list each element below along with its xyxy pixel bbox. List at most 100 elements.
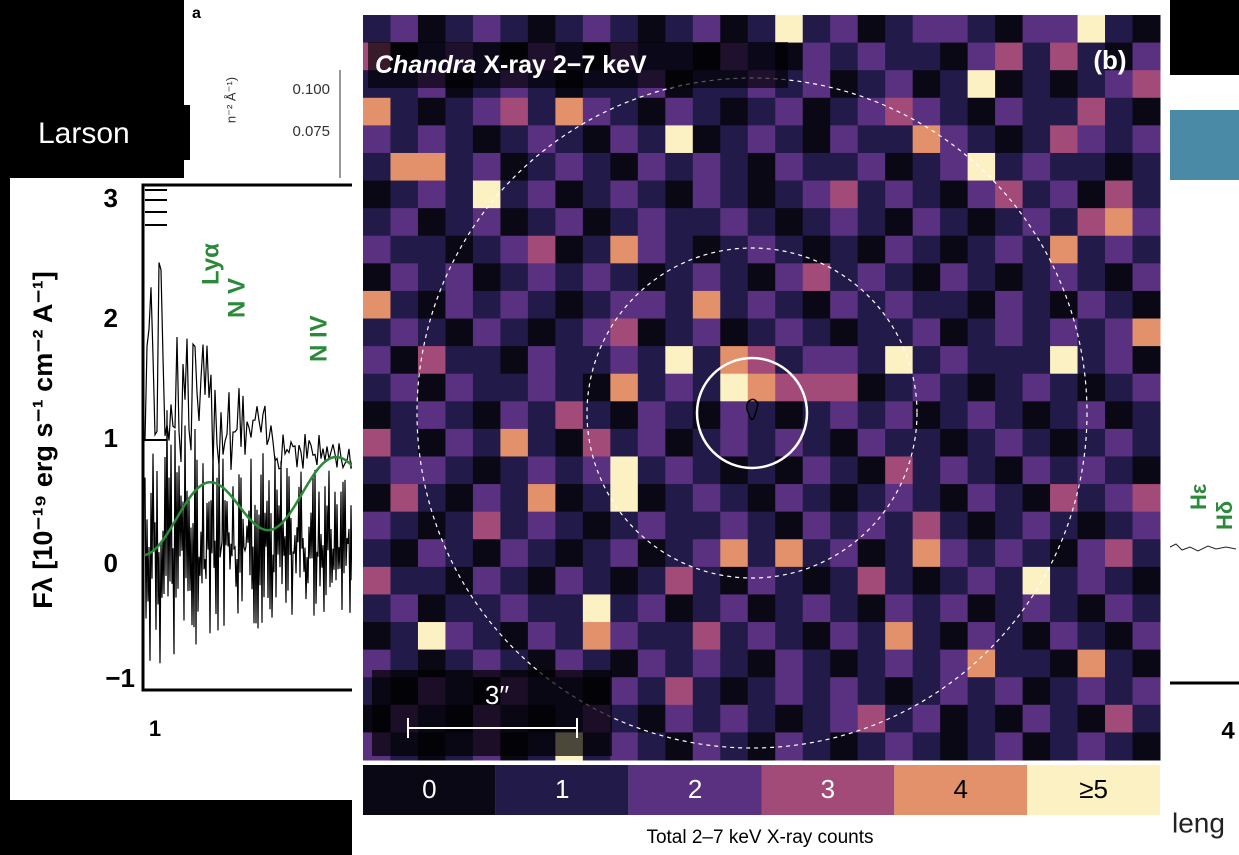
count-cell [527,125,556,154]
count-cell [637,456,666,485]
count-cell [390,290,419,320]
count-cell [912,484,941,513]
count-cell [555,15,584,44]
count-cell [363,401,391,430]
count-cell [555,566,584,595]
count-cell [500,539,529,568]
source-contour [745,398,759,421]
count-cell [1050,180,1079,209]
count-cell [802,484,831,513]
count-cell [967,704,996,733]
count-cell [1050,318,1079,347]
count-cell [775,125,804,154]
count-cell [830,428,859,457]
count-cell [417,511,446,540]
count-cell [967,566,996,595]
count-cell [665,152,694,182]
count-cell [637,235,666,264]
count-cell [1132,677,1161,706]
count-cell [692,125,721,154]
count-cell [1132,42,1161,71]
count-cell [472,180,501,209]
count-cell [417,484,446,513]
count-cell [472,594,501,623]
count-cell [363,622,391,651]
count-cell [582,152,611,182]
count-cell [1132,484,1161,513]
count-cell [1132,290,1161,320]
count-cell [390,456,419,485]
count-cell [940,594,969,623]
count-cell [775,318,804,347]
count-cell [1132,15,1161,44]
count-cell [582,373,611,402]
count-cell [885,125,914,154]
count-cell [610,456,639,485]
count-cell [747,97,776,126]
count-cell [1022,97,1051,126]
count-cell [885,401,914,430]
count-cell [390,208,419,237]
count-cell [390,152,419,182]
right-xtick: 4 [1221,717,1235,744]
count-cell [940,649,969,678]
count-cell [500,125,529,154]
count-cell [912,235,941,264]
count-cell [637,594,666,623]
count-cell [417,15,446,44]
count-cell [1132,511,1161,540]
count-cell [912,677,941,706]
count-cell [1022,484,1051,513]
count-cell [1077,511,1106,540]
count-cell [1022,235,1051,264]
count-cell [940,566,969,595]
count-cell [582,180,611,209]
count-cell [912,456,941,485]
count-cell [775,180,804,209]
count-cell [472,15,501,44]
count-cell [747,290,776,320]
count-cell [500,401,529,430]
count-cell [830,97,859,126]
count-cell [885,428,914,457]
count-cell [637,125,666,154]
count-cell [527,290,556,320]
count-cell [885,484,914,513]
count-cell [417,180,446,209]
count-cell [967,732,996,761]
title-rest: X-ray 2−7 keV [483,51,647,79]
count-cell [967,15,996,44]
count-cell [1105,97,1134,126]
count-cell [445,346,474,375]
count-cell [417,318,446,347]
count-cell [967,290,996,320]
count-cell [885,70,914,99]
count-cell [500,484,529,513]
count-cell [940,511,969,540]
count-cell [1105,15,1134,44]
count-cell [1105,622,1134,651]
count-cell [445,97,474,126]
count-cell [445,15,474,44]
count-cell [1022,318,1051,347]
count-cell [1022,511,1051,540]
count-cell [610,594,639,623]
count-cell [363,263,391,292]
count-cell [1105,401,1134,430]
count-cell [500,594,529,623]
count-cell [775,401,804,430]
count-cell [885,622,914,651]
count-cell [692,511,721,540]
count-cell [472,373,501,402]
count-cell [857,373,886,402]
count-cell [912,704,941,733]
count-cell [637,290,666,320]
count-cell [747,152,776,182]
count-cell [500,511,529,540]
count-cell [417,235,446,264]
count-cell [1050,704,1079,733]
count-cell [1132,180,1161,209]
count-cell [885,15,914,44]
count-cell [555,346,584,375]
count-cell [665,290,694,320]
